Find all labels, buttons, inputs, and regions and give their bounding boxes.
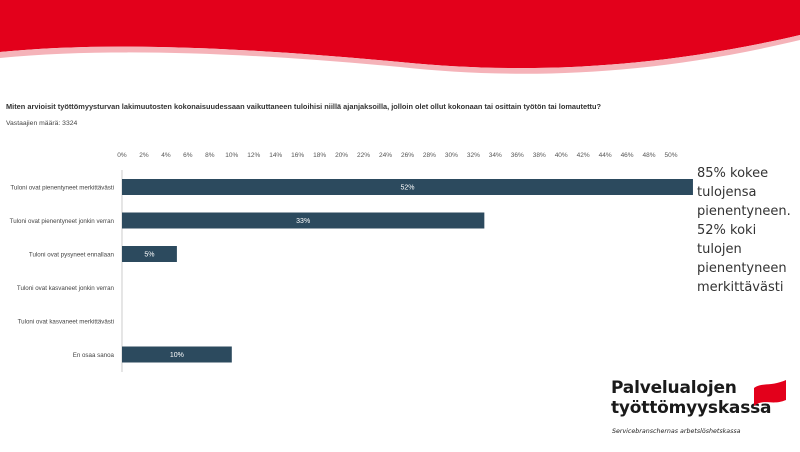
- bar: [122, 246, 177, 262]
- x-tick-label: 24%: [379, 152, 392, 159]
- bars: [122, 179, 693, 363]
- logo-subtitle: Servicebranschernas arbetslöshetskassa: [612, 428, 741, 435]
- logo-wordmark: Palvelualojen työttömyyskassa: [611, 378, 772, 418]
- x-tick-label: 46%: [621, 152, 634, 159]
- category-label: Tuloni ovat kasvaneet jonkin verran: [17, 285, 115, 292]
- x-tick-label: 18%: [313, 152, 326, 159]
- x-tick-label: 36%: [511, 152, 524, 159]
- y-axis-labels: Tuloni ovat pienentyneet merkittävästi Tu…: [10, 185, 115, 360]
- value-label: 33%: [296, 218, 310, 225]
- x-tick-label: 26%: [401, 152, 414, 159]
- x-tick-label: 50%: [664, 152, 677, 159]
- category-label: Tuloni ovat pienentyneet merkittävästi: [10, 185, 114, 192]
- x-tick-label: 16%: [291, 152, 304, 159]
- x-tick-label: 42%: [577, 152, 590, 159]
- x-tick-label: 20%: [335, 152, 348, 159]
- category-label: Tuloni ovat kasvaneet merkittävästi: [18, 319, 114, 326]
- x-tick-label: 30%: [445, 152, 458, 159]
- category-label: Tuloni ovat pysyneet ennallaan: [29, 252, 115, 259]
- logo-line-2: työttömyyskassa: [611, 398, 772, 418]
- logo-line-1: Palvelualojen: [611, 378, 737, 398]
- value-label: 52%: [400, 185, 414, 192]
- x-tick-label: 40%: [555, 152, 568, 159]
- x-tick-label: 34%: [489, 152, 502, 159]
- x-tick-label: 6%: [183, 152, 193, 159]
- summary-line: 52% koki tulojen: [697, 223, 757, 257]
- bar: [122, 212, 485, 229]
- x-tick-label: 38%: [533, 152, 546, 159]
- x-tick-label: 2%: [139, 152, 149, 159]
- x-tick-label: 12%: [247, 152, 260, 159]
- survey-question: Miten arvioisit työttömyysturvan lakimuu…: [6, 102, 602, 111]
- category-label: En osaa sanoa: [73, 352, 115, 359]
- x-tick-label: 8%: [205, 152, 215, 159]
- summary-line: pienentyneen.: [697, 204, 791, 219]
- value-label: 10%: [170, 352, 184, 359]
- category-label: Tuloni ovat pienentyneet jonkin verran: [10, 218, 115, 225]
- header-wave: [0, 0, 800, 74]
- x-tick-label: 32%: [467, 152, 480, 159]
- summary-line: 85% kokee: [697, 166, 769, 181]
- x-tick-label: 48%: [643, 152, 656, 159]
- x-tick-label: 4%: [161, 152, 171, 159]
- summary-line: tulojensa: [697, 185, 757, 200]
- bar: [122, 346, 232, 363]
- x-tick-label: 44%: [599, 152, 612, 159]
- x-axis-ticks: 0% 2% 4% 6% 8% 10% 12% 14% 16% 18% 20% 22% 24% 26% 28%…: [117, 152, 677, 159]
- value-labels: 52% 33% 5% 10%: [144, 185, 414, 360]
- bar: [122, 179, 693, 195]
- summary-line: pienentyneen: [697, 261, 787, 276]
- brand-logo: Palvelualojen työttömyyskassa Servicebra…: [611, 376, 800, 446]
- x-tick-label: 10%: [225, 152, 238, 159]
- summary-text: 85% kokee tulojensa pienentyneen. 52% koki …: [697, 164, 800, 297]
- bar-chart: 0% 2% 4% 6% 8% 10% 12% 14% 16% 18% 20% 22% 24% 26% 28%…: [10, 152, 693, 372]
- x-tick-label: 0%: [117, 152, 127, 159]
- summary-line: merkittävästi: [697, 280, 784, 295]
- x-tick-label: 28%: [423, 152, 436, 159]
- flag-icon: [754, 380, 786, 406]
- x-tick-label: 22%: [357, 152, 370, 159]
- x-tick-label: 14%: [269, 152, 282, 159]
- respondent-count: Vastaajien määrä: 3324: [6, 120, 78, 127]
- value-label: 5%: [144, 252, 154, 259]
